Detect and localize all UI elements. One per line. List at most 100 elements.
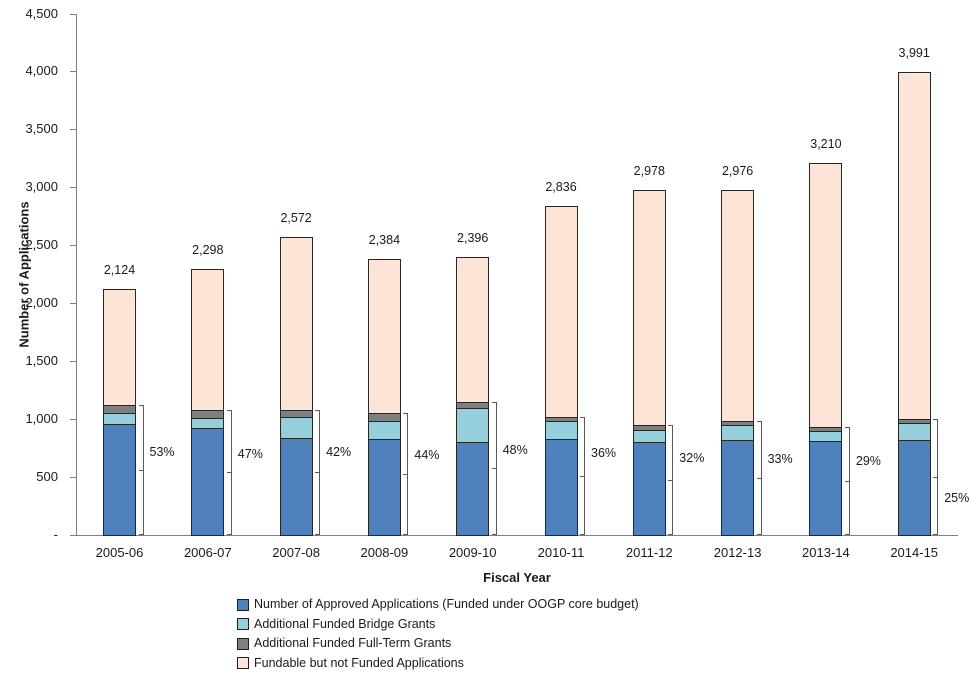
y-tick-label: 2,000 <box>25 295 58 311</box>
y-axis-title: Number of Applications <box>16 201 32 348</box>
bar-segment-4 <box>191 268 225 410</box>
bar-segment-3 <box>897 419 931 424</box>
y-tick-label: 1,000 <box>25 411 58 427</box>
bar-segment-3 <box>632 424 666 431</box>
y-tick-mark <box>70 13 76 15</box>
x-tick-label: 2005-06 <box>95 545 144 560</box>
bar-segment-1 <box>456 441 490 536</box>
legend-item: Fundable but not Funded Applications <box>237 654 639 674</box>
success-rate-bracket <box>226 409 232 535</box>
bar-total-label: 3,991 <box>898 46 930 61</box>
bar-total-label: 2,978 <box>633 163 665 178</box>
bracket-mid-tick <box>315 472 320 474</box>
success-rate-label: 44% <box>414 448 440 462</box>
success-rate-label: 36% <box>591 446 617 460</box>
bar-segment-2 <box>544 421 578 439</box>
bar-segment-1 <box>897 440 931 536</box>
success-rate-bracket <box>138 404 144 535</box>
y-tick-label: 4,500 <box>25 5 58 21</box>
bracket-mid-tick <box>933 477 938 479</box>
y-tick-mark <box>70 303 76 305</box>
bar-segment-2 <box>897 423 931 441</box>
bar-segment-2 <box>809 430 843 442</box>
bar-segment-4 <box>367 258 401 414</box>
bar-segment-3 <box>279 409 313 418</box>
bar-segment-2 <box>632 430 666 442</box>
bar-segment-1 <box>279 438 313 536</box>
bar-total-label: 2,836 <box>545 180 577 195</box>
bracket-mid-tick <box>138 469 143 471</box>
y-axis-line <box>76 13 77 536</box>
success-rate-label: 25% <box>944 491 970 505</box>
bar-segment-3 <box>191 409 225 418</box>
bar-total-label: 2,384 <box>368 232 401 247</box>
success-rate-label: 33% <box>767 452 793 466</box>
bar-total-label: 2,976 <box>721 164 754 179</box>
bracket-mid-tick <box>226 472 231 474</box>
bar-segment-1 <box>632 441 666 536</box>
bar-segment-2 <box>721 425 755 440</box>
x-tick-label: 2007-08 <box>272 545 320 560</box>
legend-swatch-icon <box>237 657 249 670</box>
y-tick-label: 1,500 <box>25 353 58 369</box>
bar-segment-4 <box>456 257 490 402</box>
y-tick-mark <box>70 419 76 421</box>
bar-segment-3 <box>721 421 755 426</box>
bar-segment-4 <box>897 72 931 420</box>
bar-segment-2 <box>279 417 313 439</box>
x-tick-label: 2010-11 <box>537 545 585 560</box>
y-tick-mark <box>70 361 76 363</box>
success-rate-label: 32% <box>679 451 705 465</box>
bar-segment-3 <box>456 401 490 408</box>
bar-segment-1 <box>367 438 401 536</box>
y-tick-label: 500 <box>36 469 58 485</box>
success-rate-label: 53% <box>149 445 175 459</box>
y-tick-label: 3,500 <box>25 121 58 137</box>
success-rate-bracket <box>844 427 850 535</box>
success-rate-bracket <box>491 401 497 535</box>
bracket-mid-tick <box>756 478 761 480</box>
bracket-mid-tick <box>580 475 584 477</box>
x-tick-label: 2006-07 <box>183 545 232 560</box>
x-axis-title: Fiscal Year <box>483 570 551 585</box>
bar-total-label: 2,124 <box>103 262 136 277</box>
y-tick-label: - <box>53 527 58 542</box>
x-tick-label: 2008-09 <box>360 545 409 560</box>
bar-total-label: 2,572 <box>280 210 312 225</box>
y-tick-mark <box>70 129 76 131</box>
y-tick-mark <box>70 71 76 73</box>
bar-segment-2 <box>103 413 136 424</box>
bar-segment-4 <box>544 206 578 417</box>
bar-segment-1 <box>191 428 225 536</box>
bar-segment-3 <box>809 427 843 431</box>
legend-item: Additional Funded Bridge Grants <box>237 615 639 635</box>
bar-segment-2 <box>456 407 490 442</box>
x-tick-label: 2009-10 <box>448 545 497 560</box>
bar-total-label: 2,396 <box>457 231 489 246</box>
bar-total-label: 3,210 <box>810 136 842 151</box>
success-rate-label: 48% <box>502 443 528 457</box>
legend-item: Number of Approved Applications (Funded … <box>237 595 639 615</box>
bracket-mid-tick <box>491 468 496 470</box>
y-tick-mark <box>70 477 76 479</box>
y-tick-label: 2,500 <box>25 237 58 253</box>
bar-segment-2 <box>367 421 401 439</box>
bar-segment-3 <box>544 416 578 422</box>
x-tick-label: 2011-12 <box>625 545 673 560</box>
bar-segment-1 <box>544 438 578 536</box>
legend-item: Additional Funded Full-Term Grants <box>237 634 639 654</box>
legend-swatch-icon <box>237 598 249 611</box>
success-rate-bracket <box>315 409 321 535</box>
success-rate-bracket <box>933 419 939 535</box>
success-rate-bracket <box>668 424 674 535</box>
x-tick-label: 2012-13 <box>713 545 762 560</box>
bar-total-label: 2,298 <box>192 242 224 257</box>
legend-label: Number of Approved Applications (Funded … <box>254 597 639 612</box>
bracket-mid-tick <box>403 474 408 476</box>
bar-segment-1 <box>103 423 136 536</box>
bar-segment-1 <box>721 439 755 536</box>
legend-label: Additional Funded Full-Term Grants <box>254 636 452 651</box>
y-tick-mark <box>70 187 76 189</box>
bar-segment-4 <box>279 236 313 410</box>
